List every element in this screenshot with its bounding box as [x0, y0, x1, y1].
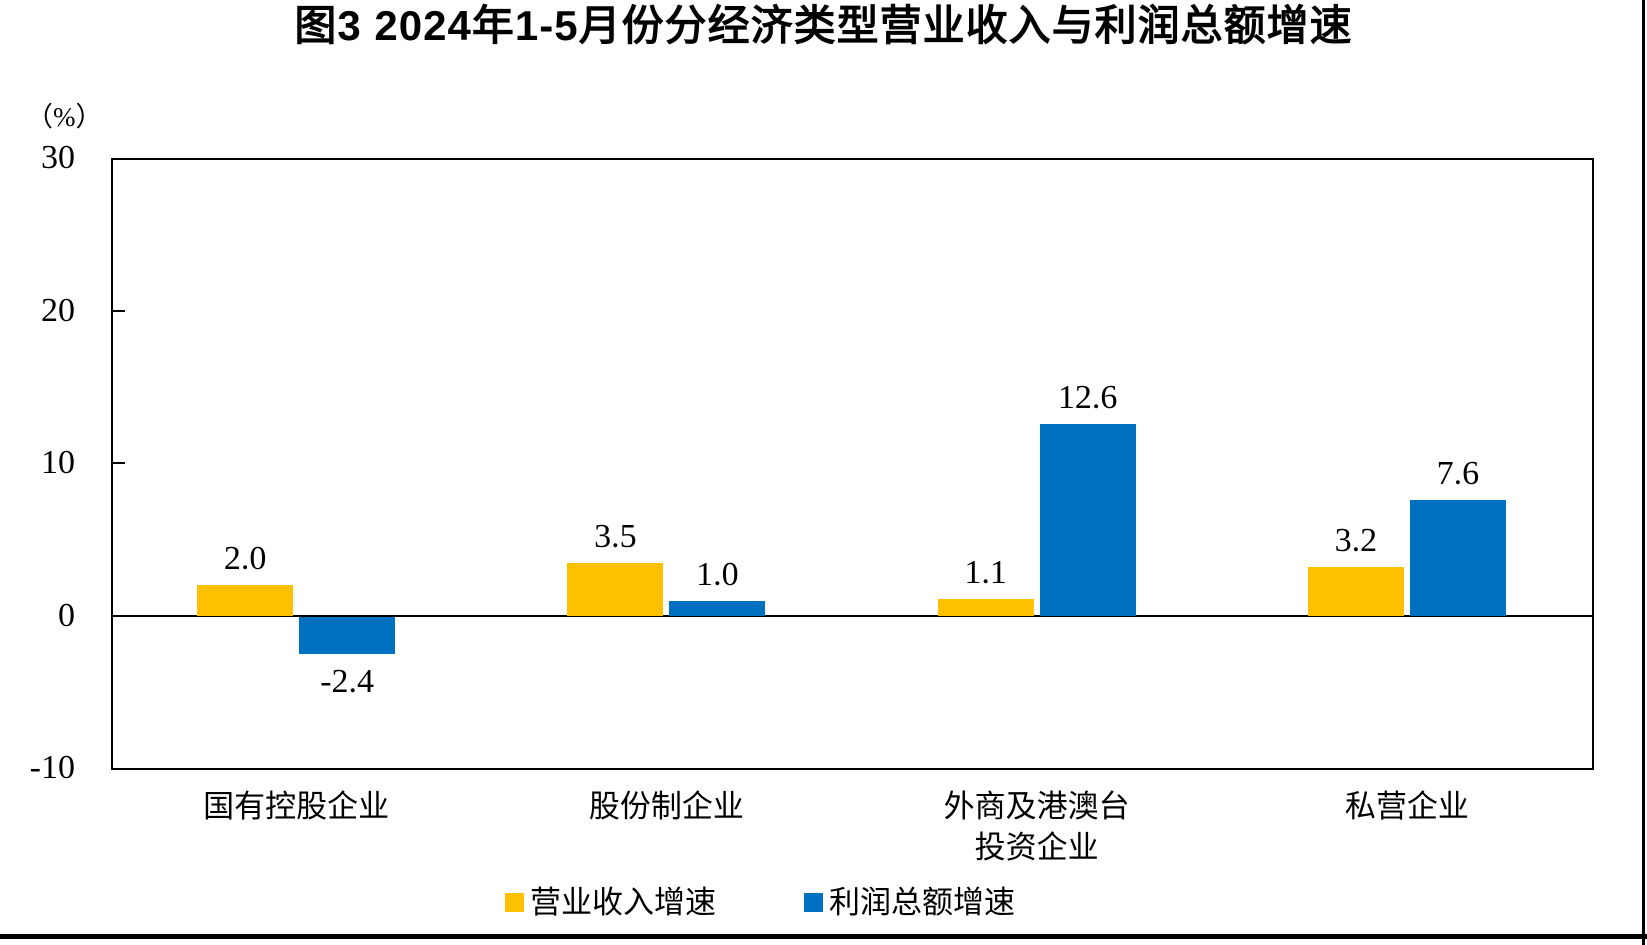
- bar-revenue: [567, 562, 664, 616]
- bar-value-label: 3.2: [1334, 521, 1378, 559]
- legend-item-revenue: 营业收入增速: [505, 882, 716, 923]
- y-tick-mark: [111, 462, 125, 464]
- x-category-label: 外商及港澳台 投资企业: [943, 789, 1130, 865]
- y-tick-label: -10: [29, 749, 75, 786]
- bar-profit: [1039, 423, 1136, 616]
- bar-profit: [1409, 499, 1506, 616]
- y-tick-label: 10: [41, 444, 75, 481]
- bar-revenue: [1307, 566, 1404, 616]
- legend-label: 营业收入增速: [530, 885, 716, 920]
- bar-value-label: -2.4: [320, 662, 375, 700]
- legend-swatch-icon: [804, 893, 823, 912]
- legend-swatch-icon: [505, 893, 524, 912]
- chart-title: 图3 2024年1-5月份分经济类型营业收入与利润总额增速: [294, 2, 1353, 49]
- plot-frame-top: [111, 158, 1594, 160]
- bar-value-label: 1.0: [696, 555, 739, 593]
- zero-axis-line: [111, 614, 1594, 617]
- y-axis-unit-label: （%）: [26, 102, 103, 132]
- bar-profit: [299, 616, 396, 654]
- y-tick-mark: [111, 309, 125, 312]
- bar-revenue: [937, 598, 1034, 616]
- y-tick-label: 30: [41, 139, 75, 176]
- plot-frame-bottom: [111, 768, 1594, 770]
- y-tick-label: 20: [41, 291, 75, 329]
- x-category-label: 股份制企业: [588, 789, 744, 824]
- y-axis-line: [111, 158, 113, 770]
- bar-revenue: [197, 584, 294, 616]
- legend-label: 利润总额增速: [829, 885, 1015, 920]
- legend-item-profit: 利润总额增速: [804, 882, 1015, 923]
- page-bottom-border: [0, 934, 1647, 939]
- x-category-label: 国有控股企业: [203, 789, 390, 824]
- plot-frame-right: [1592, 158, 1594, 770]
- x-axis-category-labels: 国有控股企业 股份制企业 外商及港澳台 投资企业 私营企业: [111, 786, 1592, 868]
- bar-profit: [669, 600, 766, 616]
- bar-value-label: 2.0: [223, 539, 267, 577]
- y-tick-label: 0: [58, 596, 75, 634]
- bar-value-label: 7.6: [1436, 454, 1480, 492]
- page-right-border: [1642, 0, 1645, 945]
- bar-value-label: 3.5: [594, 517, 637, 555]
- bar-value-label: 12.6: [1057, 378, 1118, 416]
- bar-value-label: 1.1: [964, 553, 1007, 591]
- legend: 营业收入增速 利润总额增速: [505, 882, 1015, 923]
- x-category-label: 私营企业: [1344, 789, 1469, 824]
